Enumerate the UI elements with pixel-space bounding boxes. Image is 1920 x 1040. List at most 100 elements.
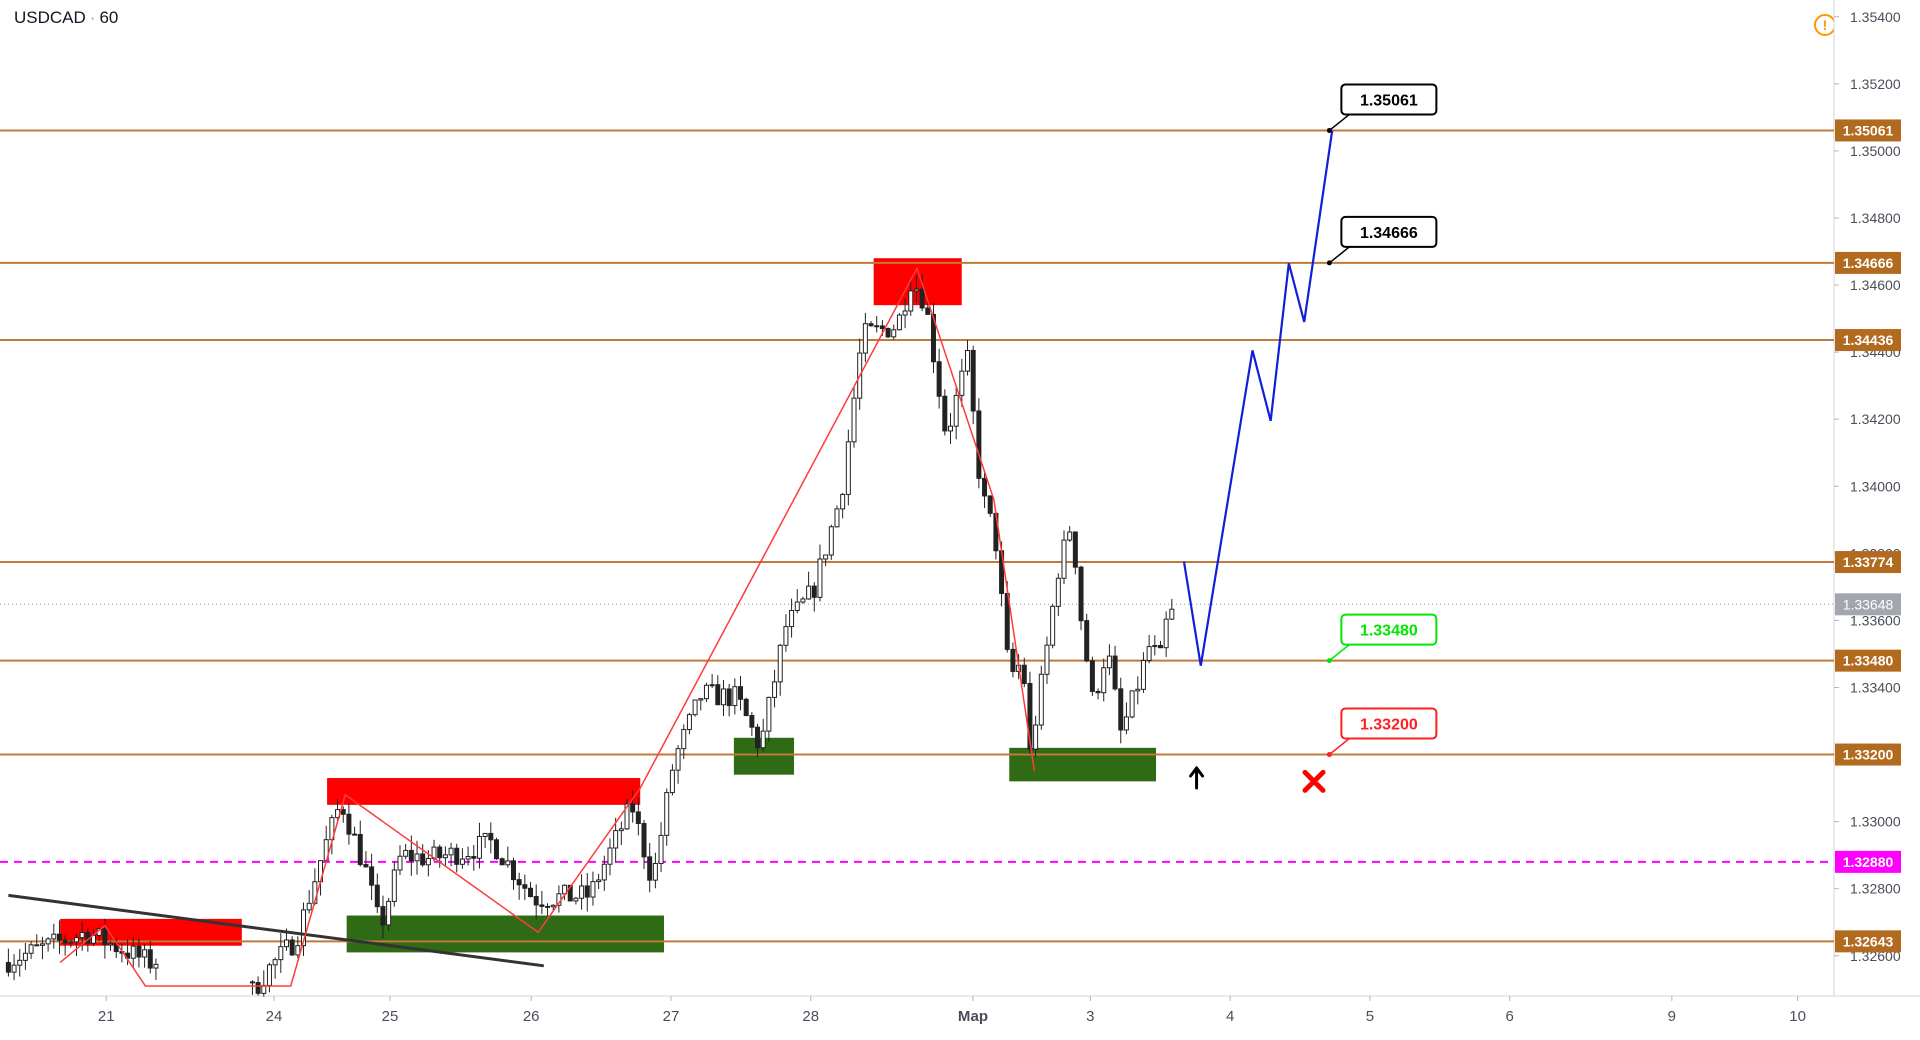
up-candle	[817, 558, 823, 598]
up-candle	[51, 933, 57, 940]
down-candle	[1118, 688, 1124, 731]
down-candle	[982, 477, 988, 497]
up-candle	[306, 902, 312, 911]
up-candle	[1038, 673, 1044, 726]
down-candle	[726, 688, 732, 707]
up-candle	[845, 441, 851, 495]
down-candle	[584, 885, 590, 898]
up-candle	[442, 854, 448, 859]
down-candle	[374, 884, 380, 908]
up-candle	[1169, 608, 1175, 620]
symbol-name[interactable]: USDCAD	[14, 8, 86, 27]
up-candle	[1067, 531, 1073, 541]
up-candle	[709, 684, 715, 687]
callout-box[interactable]	[1340, 83, 1438, 116]
down-candle	[528, 887, 534, 898]
up-candle	[1163, 618, 1169, 649]
down-candle	[471, 856, 477, 859]
callout-anchor	[1326, 260, 1332, 266]
up-candle	[669, 769, 675, 794]
up-candle	[425, 857, 431, 866]
up-candle	[908, 290, 914, 312]
up-candle	[397, 855, 403, 871]
up-candle	[482, 832, 488, 837]
down-candle	[635, 811, 641, 825]
down-candle	[510, 860, 516, 881]
callout-box[interactable]	[1340, 215, 1438, 248]
up-candle	[947, 425, 953, 432]
up-candle	[590, 881, 596, 898]
down-candle	[1021, 664, 1027, 684]
up-candle	[652, 863, 658, 881]
y-tick-label: 1.33000	[1850, 814, 1901, 830]
up-candle	[596, 879, 602, 883]
down-candle	[408, 849, 414, 862]
callout-pointer	[1328, 643, 1364, 662]
forecast-path[interactable]	[1182, 130, 1334, 666]
price-tag-label: 1.32643	[1843, 933, 1894, 949]
up-candle	[658, 834, 664, 865]
down-candle	[976, 410, 982, 479]
up-candle	[828, 526, 834, 556]
down-candle	[879, 325, 885, 330]
trendline[interactable]	[8, 893, 544, 968]
callout-label: 1.34666	[1360, 225, 1418, 242]
price-tag-label: 1.35061	[1843, 122, 1894, 138]
x-tick-label: 27	[663, 1008, 680, 1025]
down-candle	[493, 839, 499, 860]
up-candle	[1055, 577, 1061, 607]
chart-header[interactable]: USDCAD · 60	[14, 8, 118, 28]
down-candle	[533, 896, 539, 906]
y-tick-label: 1.32800	[1850, 881, 1901, 897]
down-candle	[942, 395, 948, 432]
up-candle	[851, 397, 857, 443]
down-candle	[1112, 655, 1118, 690]
up-candle	[1061, 539, 1067, 579]
down-candle	[5, 961, 11, 973]
down-candle	[936, 361, 942, 397]
interval-label[interactable]: 60	[99, 8, 119, 27]
up-candle	[806, 585, 812, 600]
down-candle	[346, 813, 352, 835]
up-candle	[295, 945, 301, 956]
up-candle	[1106, 655, 1112, 669]
y-tick-label: 1.34000	[1850, 478, 1901, 494]
up-candle	[703, 684, 709, 700]
up-candle	[896, 314, 902, 331]
supply-zone	[327, 778, 641, 805]
down-candle	[738, 686, 744, 700]
up-candle	[142, 949, 148, 958]
price-tag	[1835, 329, 1901, 352]
price-tag-label: 1.32880	[1843, 854, 1894, 870]
up-candle	[1033, 724, 1039, 750]
y-tick-label: 1.34600	[1850, 277, 1901, 293]
y-tick-label: 1.34200	[1850, 411, 1901, 427]
callout-box[interactable]	[1340, 707, 1438, 740]
down-candle	[539, 904, 545, 907]
up-candle	[272, 959, 278, 966]
price-tag	[1835, 850, 1901, 873]
price-tag	[1835, 251, 1901, 274]
up-candle	[698, 698, 704, 701]
up-candle	[601, 863, 607, 881]
up-candle	[1044, 644, 1050, 675]
down-candle	[380, 906, 386, 926]
zigzag-line[interactable]	[59, 266, 1036, 987]
x-tick-label: 3	[1086, 1008, 1094, 1025]
down-candle	[1084, 620, 1090, 662]
down-candle	[1089, 660, 1095, 692]
supply-zone	[873, 258, 962, 306]
price-tag-label: 1.33774	[1843, 554, 1894, 570]
x-tick-label: 6	[1506, 1008, 1514, 1025]
up-candle	[783, 626, 789, 646]
callout-pointer	[1328, 737, 1364, 756]
callout-box[interactable]	[1340, 613, 1438, 646]
up-candle	[1152, 645, 1158, 648]
up-candle	[68, 941, 74, 944]
callout-pointer	[1328, 246, 1364, 264]
down-candle	[363, 864, 369, 868]
up-candle	[732, 686, 738, 707]
up-candle	[1050, 605, 1056, 646]
callout-anchor	[1326, 658, 1332, 664]
